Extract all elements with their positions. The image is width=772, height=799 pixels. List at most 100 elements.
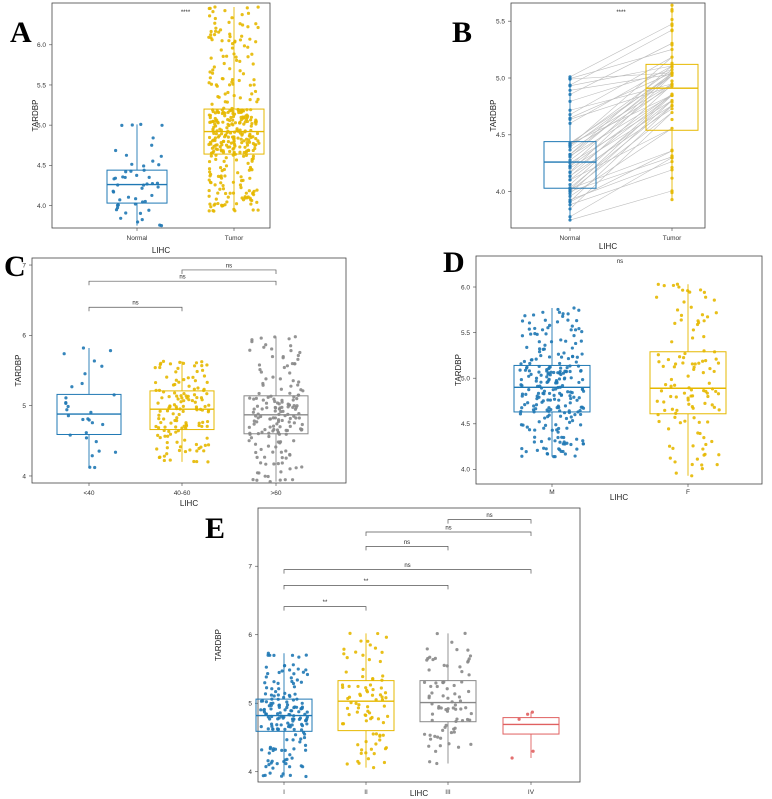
data-point [113,176,118,180]
data-point [297,380,301,384]
data-point [200,424,204,429]
data-point [690,462,694,467]
data-point [250,52,254,56]
data-point [264,700,269,704]
y-tick-label: 5 [22,403,26,410]
data-point [517,717,521,721]
data-point [242,44,247,48]
data-point [286,405,290,409]
data-point [285,703,290,707]
x-tick-label: II [364,789,368,796]
pair-line [569,75,673,144]
data-point [445,664,449,668]
data-point [298,716,303,720]
data-point [297,655,301,659]
data-point [163,425,167,429]
data-point [89,410,93,414]
data-point [300,723,305,728]
data-point [154,424,158,429]
data-point [140,200,145,204]
data-point [97,449,101,453]
data-point [342,647,346,651]
data-point [456,745,461,749]
data-point [576,364,581,368]
data-point [452,730,456,734]
data-point [305,710,309,714]
data-point [533,332,537,336]
data-point [259,414,263,419]
data-point [165,446,169,450]
panel-B: B 4.0 4.5 5.0 5.5 Normal Tumor LIHC TARDBP **** [452,2,706,251]
data-point [101,422,105,427]
data-point [579,339,583,343]
data-point [565,441,569,445]
data-point [544,447,548,451]
data-point [348,631,352,635]
data-point [223,92,227,96]
comparison-bracket [365,546,449,551]
pair-line [569,105,673,169]
data-point [124,211,128,215]
data-point [654,295,659,299]
data-point [533,428,537,432]
data-point [550,428,554,432]
data-point [201,420,205,424]
data-point [460,718,465,723]
data-point [568,161,572,165]
points [62,346,118,470]
data-point [267,434,271,439]
data-point [467,657,471,661]
data-point [202,387,206,391]
data-point [523,368,528,372]
data-point [359,751,363,755]
data-point [263,474,267,478]
data-point [673,362,678,366]
data-point [378,659,382,664]
data-point [670,155,674,159]
data-point [168,432,173,436]
data-point [213,183,217,187]
data-point [234,55,238,59]
data-point [155,181,160,185]
x-tick-label: III [445,789,451,796]
data-point [291,738,295,742]
data-point [701,371,705,375]
data-point [192,364,197,368]
data-point [290,653,295,657]
data-point [270,354,275,359]
data-point [342,652,346,656]
data-point [366,639,370,643]
data-point [288,453,292,457]
box->60 [243,335,309,484]
points [568,75,572,222]
data-point [272,653,276,657]
comparison-bracket [283,569,532,574]
data-point [143,199,147,204]
data-point [526,401,530,405]
data-point [224,133,228,137]
data-point [217,30,221,34]
data-point [177,448,182,453]
data-point [229,115,233,120]
data-point [150,193,154,198]
data-point [256,208,260,212]
data-point [66,404,70,409]
data-point [537,370,541,374]
data-point [670,197,674,202]
data-point [62,352,66,356]
data-point [224,164,229,168]
data-point [425,647,429,651]
data-point [263,773,267,777]
data-point [208,120,212,124]
data-point [281,772,285,776]
pair-line [569,93,673,185]
data-point [537,350,542,354]
data-point [363,713,367,717]
data-point [252,78,256,82]
data-point [275,712,280,716]
data-point [177,412,181,417]
data-point [558,391,562,396]
data-point [68,433,72,437]
data-point [438,744,442,748]
data-point [230,16,234,20]
